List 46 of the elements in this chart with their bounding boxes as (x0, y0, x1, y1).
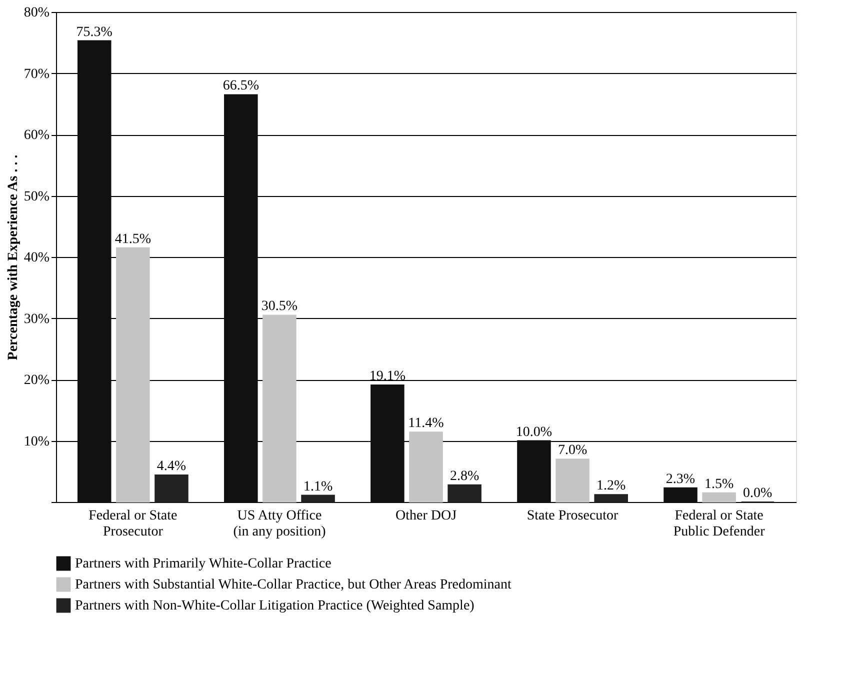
y-tick-label: 60% (24, 128, 50, 143)
x-tick-label: State Prosecutor (526, 508, 619, 524)
bar (77, 40, 112, 502)
data-label: 41.5% (114, 232, 152, 247)
bar (517, 440, 551, 502)
y-tick-label: 80% (24, 6, 50, 20)
data-label: 1.5% (704, 476, 734, 492)
x-tick-label: Other DOJ (395, 508, 458, 524)
y-tick-label: 70% (24, 66, 50, 82)
data-label: 19.1% (369, 369, 406, 384)
bar (224, 94, 258, 502)
data-label: 30.5% (261, 299, 298, 314)
legend-label: Partners with Substantial White-Collar Practice, but Other Areas Predominant (75, 578, 512, 592)
y-tick-label: 30% (24, 312, 50, 327)
data-label: 66.5% (222, 78, 260, 94)
bar (448, 484, 482, 502)
data-label: 2.8% (450, 468, 480, 484)
bar (370, 384, 404, 502)
data-label: 1.2% (596, 478, 626, 494)
data-label: 10.0% (516, 424, 552, 440)
data-label: 75.3% (76, 24, 113, 40)
data-label: 1.1% (303, 479, 333, 494)
data-label: 11.4% (408, 416, 444, 432)
data-label: 4.4% (156, 459, 186, 474)
y-axis-title: Percentage with Experience As . . . (6, 154, 21, 360)
legend-label: Partners with Non-White-Collar Litigation Practice (Weighted Sample) (75, 598, 475, 614)
data-label: 7.0% (558, 443, 588, 458)
bar (409, 432, 443, 502)
data-label: 2.3% (666, 472, 696, 487)
y-tick-label: 40% (24, 250, 50, 266)
y-tick-label: 20% (24, 373, 50, 388)
bar (702, 492, 736, 502)
x-tick-label: Federal or State Prosecutor (88, 508, 178, 540)
bar (556, 458, 590, 502)
bar (116, 247, 150, 502)
legend-label: Partners with Primarily White-Collar Practice (75, 556, 332, 572)
x-tick-label: Federal or State Public Defender (673, 508, 766, 540)
bar (154, 474, 188, 502)
y-tick-label: 10% (24, 434, 50, 450)
y-tick-label: 50% (24, 189, 50, 204)
bar (664, 487, 698, 502)
bar (301, 494, 335, 502)
bar (262, 314, 296, 502)
x-tick-label: US Atty Office (in any position) (233, 508, 326, 540)
data-label: 0.0% (743, 486, 773, 501)
bar (594, 494, 628, 502)
